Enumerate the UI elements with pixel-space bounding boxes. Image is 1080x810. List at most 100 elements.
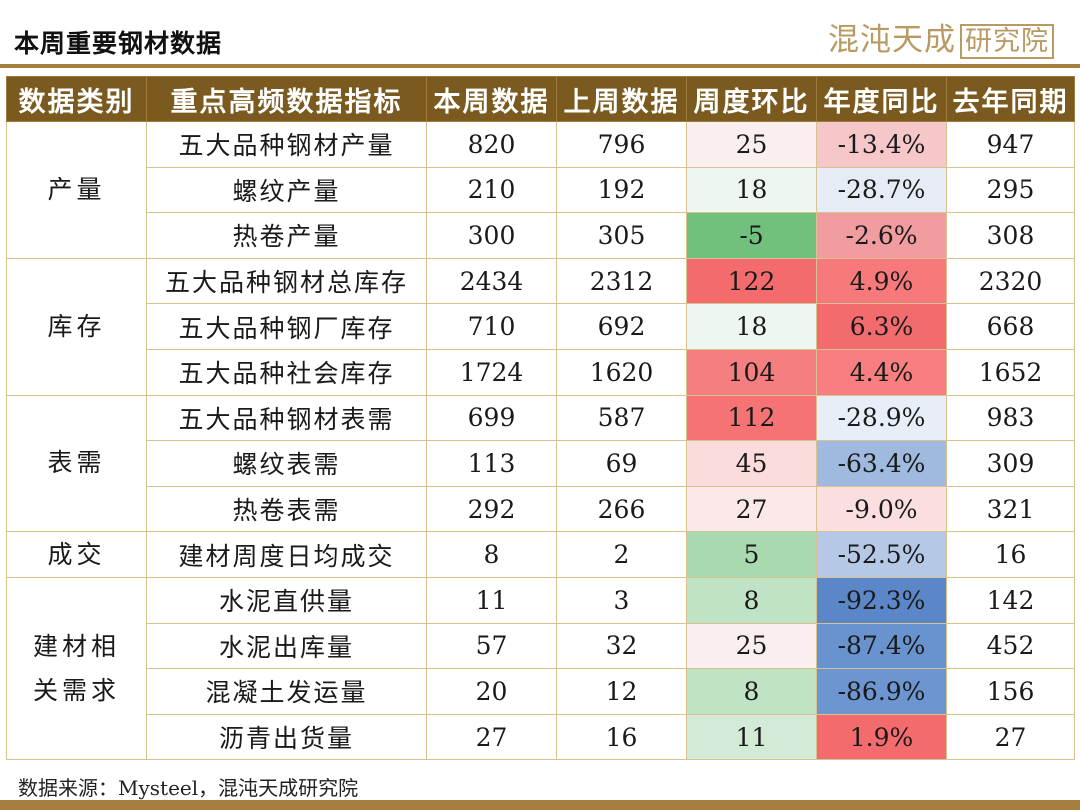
indicator-cell: 五大品种钢材总库存 (146, 257, 427, 305)
yoy-cell: -63.4% (816, 440, 947, 487)
this-week-cell: 210 (426, 166, 557, 214)
table-row: 沥青出货量 27 16 11 1.9% 27 (7, 713, 1075, 761)
last-week-cell: 692 (556, 303, 687, 350)
table-row: 混凝土发运量 20 12 8 -86.9% 156 (7, 668, 1075, 715)
wow-cell: 112 (686, 394, 817, 442)
category-cell: 产量 (6, 121, 147, 259)
table-row: 产量 五大品种钢材产量 820 796 25 -13.4% 947 (6, 121, 1075, 259)
wow-cell: 8 (686, 576, 817, 624)
yoy-cell: -52.5% (816, 531, 947, 578)
last-week-cell: 69 (556, 440, 687, 487)
table-row: 螺纹表需 113 69 45 -63.4% 309 (7, 440, 1075, 487)
indicator-cell: 热卷产量 (146, 212, 427, 259)
footer-bar (0, 800, 1080, 810)
table-row: 热卷表需 292 266 27 -9.0% 321 (7, 485, 1075, 533)
steel-data-table: 数据类别 重点高频数据指标 本周数据 上周数据 周度环比 年度同比 去年同期 产… (6, 76, 1075, 761)
last-week-cell: 587 (556, 394, 687, 442)
indicator-cell: 水泥出库量 (146, 622, 427, 670)
indicator-cell: 螺纹产量 (146, 166, 427, 214)
yoy-cell: -28.7% (816, 166, 947, 214)
category-cell: 表需 (6, 394, 147, 533)
wow-cell: 122 (686, 257, 817, 305)
last-year-cell: 308 (946, 212, 1075, 259)
table-row: 表需 五大品种钢材表需 699 587 112 -28.9% 983 (6, 394, 1075, 533)
last-year-cell: 309 (946, 440, 1075, 487)
indicator-cell: 沥青出货量 (146, 713, 427, 761)
table-row: 五大品种社会库存 1724 1620 104 4.4% 1652 (7, 348, 1075, 396)
last-week-cell: 3 (556, 576, 687, 624)
wow-cell: -5 (686, 212, 817, 259)
col-header-wow: 周度环比 (686, 76, 817, 122)
table-row: 库存 五大品种钢材总库存 2434 2312 122 4.9% 2320 (6, 257, 1075, 396)
col-header-category: 数据类别 (6, 76, 147, 122)
table-row: 热卷产量 300 305 -5 -2.6% 308 (7, 212, 1075, 259)
last-year-cell: 142 (946, 576, 1075, 624)
wow-cell: 104 (686, 348, 817, 396)
indicator-cell: 五大品种社会库存 (146, 348, 427, 396)
this-week-cell: 113 (426, 440, 557, 487)
wow-cell: 27 (686, 485, 817, 533)
table-row: 五大品种钢厂库存 710 692 18 6.3% 668 (7, 303, 1075, 350)
indicator-cell: 水泥直供量 (146, 576, 427, 624)
this-week-cell: 820 (426, 121, 557, 168)
wow-cell: 25 (686, 121, 817, 168)
last-week-cell: 192 (556, 166, 687, 214)
yoy-cell: 4.4% (816, 348, 947, 396)
indicator-cell: 五大品种钢厂库存 (146, 303, 427, 350)
indicator-cell: 螺纹表需 (146, 440, 427, 487)
this-week-cell: 8 (426, 531, 557, 578)
this-week-cell: 2434 (426, 257, 557, 305)
this-week-cell: 57 (426, 622, 557, 670)
this-week-cell: 710 (426, 303, 557, 350)
last-week-cell: 2 (556, 531, 687, 578)
yoy-cell: -86.9% (816, 668, 947, 715)
this-week-cell: 699 (426, 394, 557, 442)
yoy-cell: -92.3% (816, 576, 947, 624)
last-week-cell: 2312 (556, 257, 687, 305)
table-row: 螺纹产量 210 192 18 -28.7% 295 (7, 166, 1075, 214)
yoy-cell: -13.4% (816, 121, 947, 168)
brand-logo: 混沌天成 研究院 (828, 14, 1054, 59)
wow-cell: 11 (686, 713, 817, 761)
col-header-this-week: 本周数据 (426, 76, 557, 122)
this-week-cell: 300 (426, 212, 557, 259)
last-year-cell: 452 (946, 622, 1075, 670)
last-year-cell: 16 (946, 531, 1075, 578)
last-year-cell: 983 (946, 394, 1075, 442)
brand-suffix: 研究院 (960, 24, 1054, 59)
last-year-cell: 947 (946, 121, 1075, 168)
last-week-cell: 796 (556, 121, 687, 168)
table-body: 产量 五大品种钢材产量 820 796 25 -13.4% 947 螺纹产量 210 192 18-… (6, 121, 1075, 761)
wow-cell: 5 (686, 531, 817, 578)
category-cell: 建材相关需求 (6, 576, 147, 761)
indicator-cell: 混凝土发运量 (146, 668, 427, 715)
last-year-cell: 27 (946, 713, 1075, 761)
this-week-cell: 11 (426, 576, 557, 624)
indicator-cell: 热卷表需 (146, 485, 427, 533)
table-header-row: 数据类别 重点高频数据指标 本周数据 上周数据 周度环比 年度同比 去年同期 (6, 76, 1075, 122)
last-week-cell: 12 (556, 668, 687, 715)
this-week-cell: 27 (426, 713, 557, 761)
this-week-cell: 292 (426, 485, 557, 533)
table-row: 建材相关需求 水泥直供量 11 3 8 -92.3% 142 (6, 576, 1075, 761)
last-week-cell: 16 (556, 713, 687, 761)
last-year-cell: 156 (946, 668, 1075, 715)
yoy-cell: -9.0% (816, 485, 947, 533)
last-week-cell: 266 (556, 485, 687, 533)
category-cell: 库存 (6, 257, 147, 396)
yoy-cell: 4.9% (816, 257, 947, 305)
yoy-cell: -87.4% (816, 622, 947, 670)
page-title: 本周重要钢材数据 (14, 29, 223, 58)
last-year-cell: 668 (946, 303, 1075, 350)
last-year-cell: 2320 (946, 257, 1075, 305)
wow-cell: 8 (686, 668, 817, 715)
brand-name: 混沌天成 (828, 22, 956, 58)
last-year-cell: 321 (946, 485, 1075, 533)
wow-cell: 18 (686, 166, 817, 214)
last-year-cell: 295 (946, 166, 1075, 214)
wow-cell: 18 (686, 303, 817, 350)
col-header-last-year: 去年同期 (946, 76, 1075, 122)
last-week-cell: 305 (556, 212, 687, 259)
indicator-cell: 五大品种钢材产量 (146, 121, 427, 168)
last-week-cell: 1620 (556, 348, 687, 396)
